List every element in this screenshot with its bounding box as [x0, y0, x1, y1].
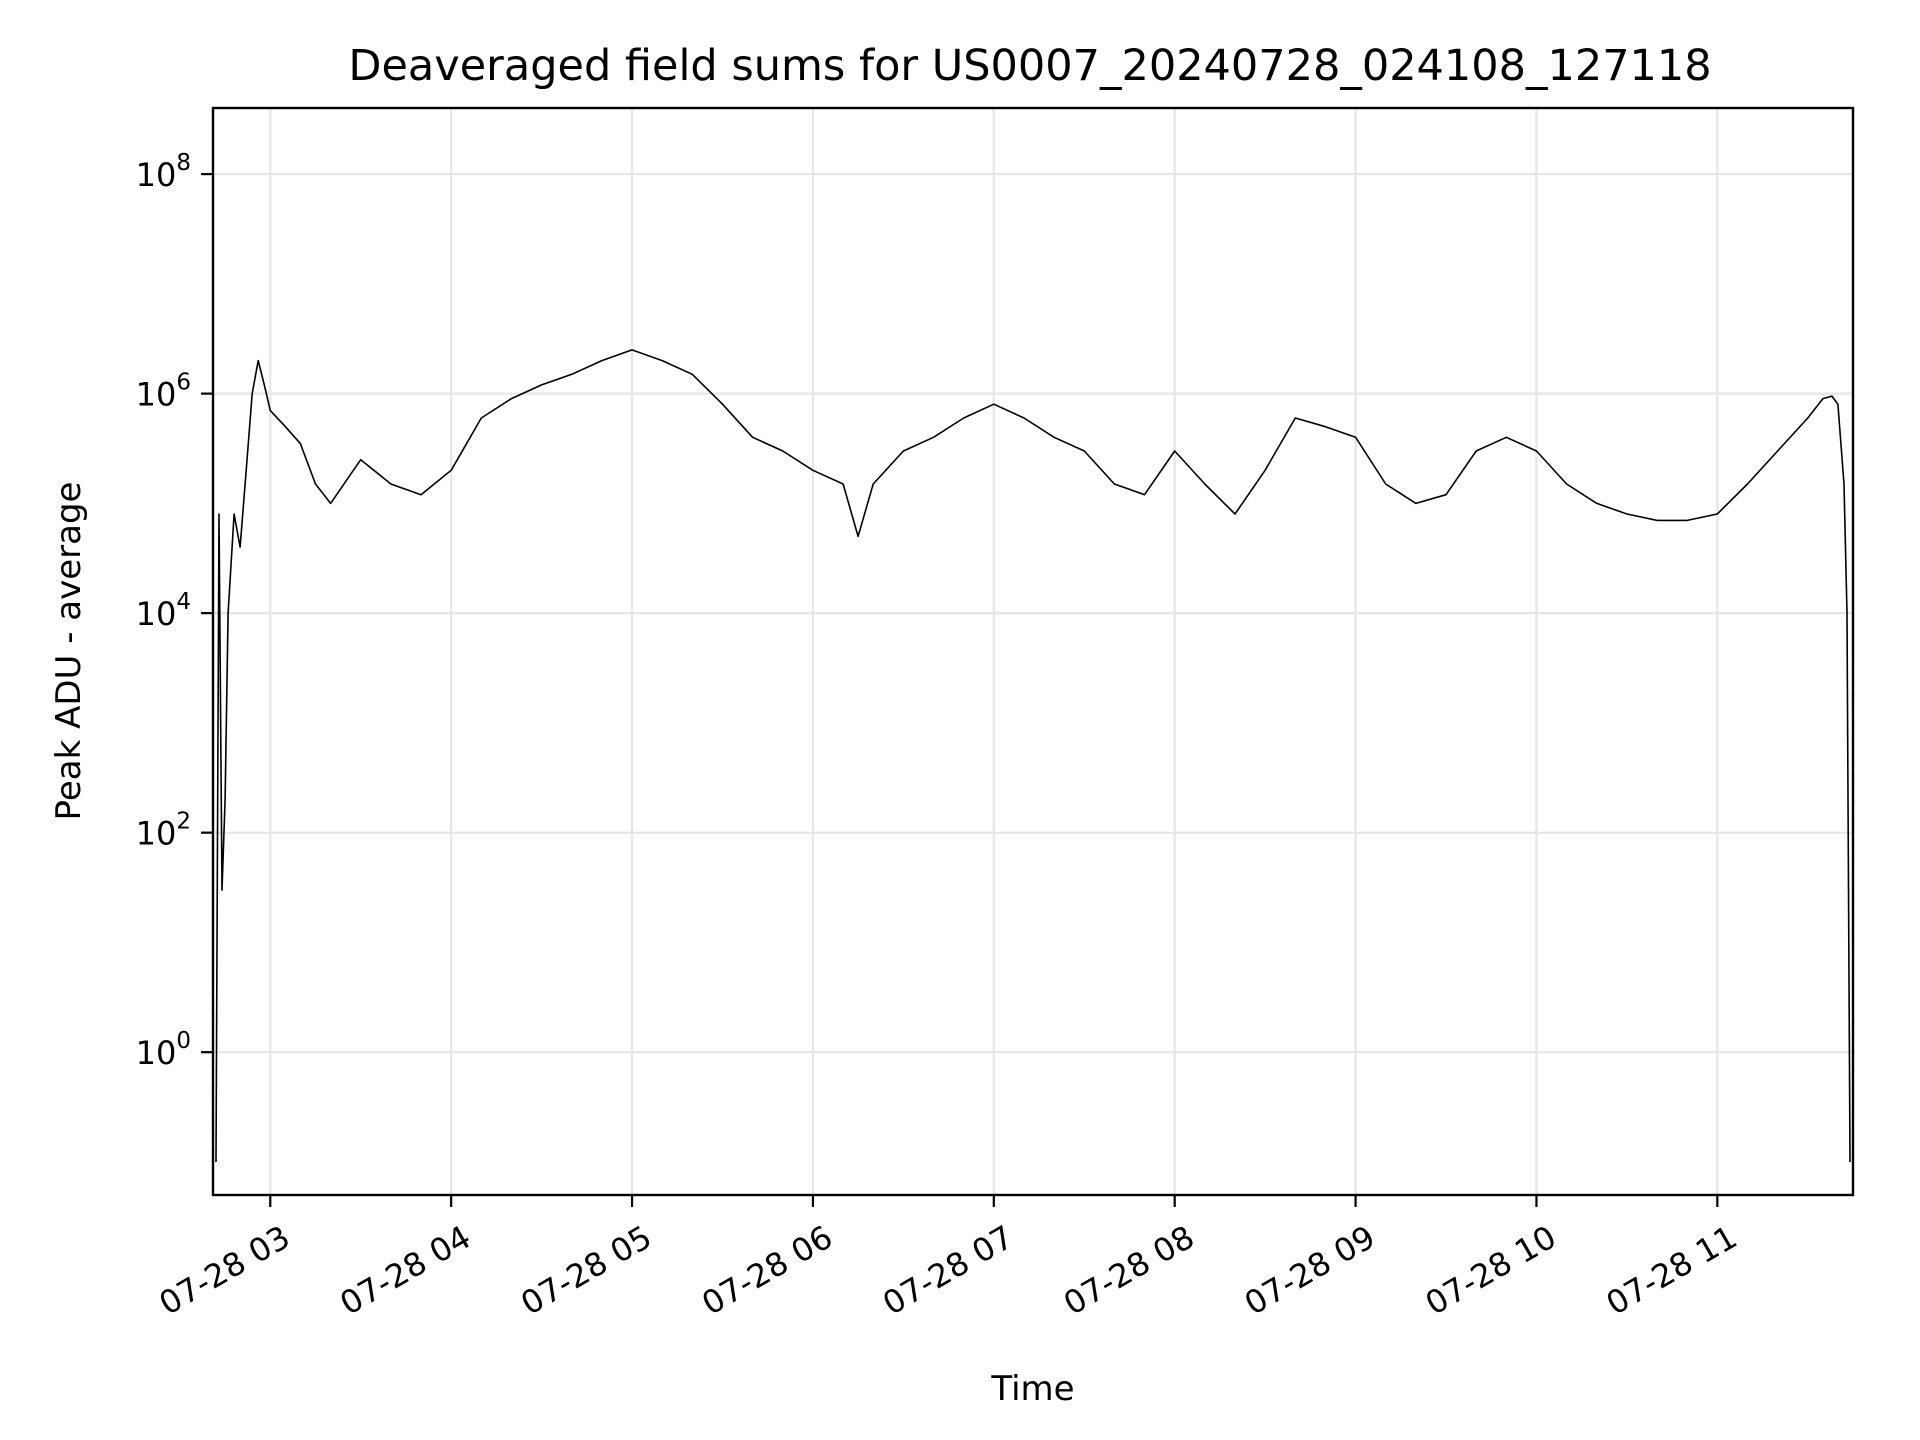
plot-frame: [211, 106, 1855, 1197]
y-tick-label: 108: [136, 150, 191, 194]
data-line: [215, 349, 1851, 1163]
grid-lines: [213, 108, 1853, 1195]
y-tick-label: 100: [136, 1028, 191, 1072]
chart-title: Deaveraged field sums for US0007_2024072…: [348, 41, 1711, 91]
y-axis: 100 102 104 106 108: [136, 150, 213, 1072]
y-tick-label: 102: [136, 809, 191, 853]
y-tick-label: 106: [136, 370, 191, 414]
x-axis-label: Time: [990, 1369, 1074, 1409]
y-axis-label: Peak ADU - average: [49, 482, 89, 821]
y-tick-label: 104: [136, 589, 191, 633]
